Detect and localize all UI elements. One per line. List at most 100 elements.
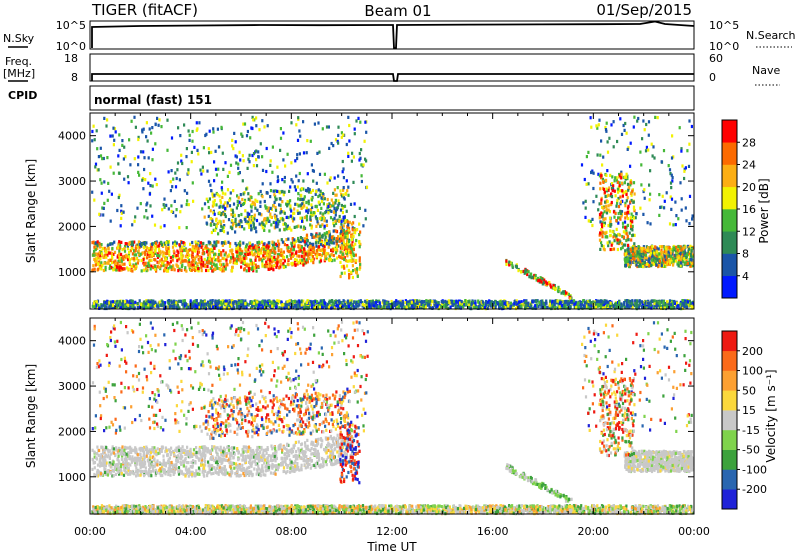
range-gate-cell	[643, 128, 646, 132]
range-gate-cell	[272, 220, 275, 224]
range-gate-cell	[327, 230, 331, 234]
range-gate-cell	[255, 164, 259, 168]
range-gate-cell	[108, 251, 111, 255]
range-gate-cell	[282, 131, 285, 135]
range-gate-cell	[240, 203, 243, 208]
range-gate-cell	[670, 207, 673, 211]
range-gate-cell	[442, 304, 445, 308]
range-gate-cell	[158, 247, 161, 251]
range-gate-cell	[566, 302, 569, 306]
range-gate-cell	[206, 169, 209, 173]
range-gate-cell	[386, 303, 389, 307]
range-gate-cell	[630, 193, 633, 197]
range-gate-cell	[303, 254, 306, 259]
range-gate-cell	[230, 256, 233, 260]
range-gate-cell	[259, 200, 262, 204]
range-gate-cell	[191, 129, 194, 134]
range-gate-cell	[324, 235, 327, 239]
range-gate-cell	[227, 253, 230, 257]
range-gate-cell	[201, 165, 204, 169]
range-gate-cell	[142, 150, 145, 154]
range-gate-cell	[296, 254, 299, 258]
range-gate-cell	[245, 187, 248, 191]
range-gate-cell	[335, 245, 339, 249]
range-gate-cell	[597, 208, 600, 212]
range-gate-cell	[613, 179, 616, 183]
range-gate-cell	[237, 166, 240, 170]
range-gate-cell	[113, 300, 116, 304]
range-gate-cell	[593, 306, 596, 310]
nave-tick-top: 60	[709, 52, 723, 65]
range-gate-cell	[188, 262, 191, 267]
range-gate-cell	[102, 268, 105, 273]
range-gate-cell	[191, 251, 194, 255]
range-gate-cell	[598, 202, 601, 206]
range-gate-cell	[221, 191, 224, 195]
range-gate-cell	[306, 239, 309, 243]
range-gate-cell	[342, 224, 345, 228]
range-gate-cell	[215, 258, 218, 262]
range-gate-cell	[220, 263, 223, 267]
range-gate-cell	[153, 223, 157, 227]
range-gate-cell	[342, 205, 345, 209]
range-gate-cell	[674, 253, 677, 257]
range-gate-cell	[221, 256, 224, 260]
range-gate-cell	[606, 150, 610, 154]
range-gate-cell	[118, 242, 122, 246]
range-gate-cell	[150, 258, 153, 262]
range-gate-cell	[605, 121, 608, 125]
range-gate-cell	[226, 263, 229, 267]
range-gate-cell	[150, 254, 153, 259]
range-gate-cell	[155, 269, 158, 273]
range-gate-cell	[329, 240, 332, 244]
range-gate-cell	[335, 243, 338, 247]
range-gate-cell	[319, 211, 322, 215]
range-gate-cell	[251, 253, 254, 257]
range-gate-cell	[205, 268, 208, 273]
range-gate-cell	[354, 260, 357, 264]
range-gate-cell	[210, 230, 213, 235]
range-gate-cell	[147, 305, 150, 309]
range-gate-cell	[312, 257, 315, 261]
range-gate-cell	[109, 165, 112, 169]
range-gate-cell	[626, 177, 629, 181]
range-gate-cell	[631, 299, 634, 303]
range-gate-cell	[505, 262, 508, 266]
range-gate-cell	[105, 124, 108, 128]
range-gate-cell	[303, 240, 306, 244]
range-gate-cell	[133, 264, 136, 268]
range-gate-cell	[305, 209, 308, 213]
range-gate-cell	[639, 246, 642, 250]
range-gate-cell	[326, 181, 329, 185]
range-gate-cell	[110, 251, 114, 256]
range-gate-cell	[609, 173, 612, 177]
range-gate-cell	[347, 185, 350, 189]
range-gate-cell	[655, 246, 658, 250]
range-gate-cell	[176, 265, 179, 269]
range-gate-cell	[290, 241, 293, 245]
range-gate-cell	[638, 302, 641, 306]
range-gate-cell	[353, 300, 356, 304]
range-gate-cell	[538, 278, 541, 283]
range-gate-cell	[342, 193, 345, 197]
range-gate-cell	[302, 250, 305, 254]
range-gate-cell	[229, 249, 232, 253]
range-gate-cell	[317, 240, 320, 245]
range-gate-cell	[277, 249, 280, 253]
range-gate-cell	[353, 127, 356, 131]
range-gate-cell	[338, 254, 341, 258]
range-gate-cell	[231, 138, 234, 142]
range-gate-cell	[350, 234, 353, 239]
range-gate-cell	[273, 255, 276, 259]
range-gate-cell	[318, 260, 321, 264]
range-gate-cell	[311, 303, 314, 307]
range-gate-cell	[172, 241, 175, 245]
range-gate-cell	[167, 262, 170, 266]
range-gate-cell	[261, 221, 264, 225]
range-gate-cell	[395, 305, 398, 310]
range-gate-cell	[183, 259, 186, 263]
range-gate-cell	[639, 258, 642, 262]
range-gate-cell	[682, 250, 685, 254]
range-gate-cell	[330, 248, 333, 252]
range-gate-cell	[104, 248, 108, 252]
